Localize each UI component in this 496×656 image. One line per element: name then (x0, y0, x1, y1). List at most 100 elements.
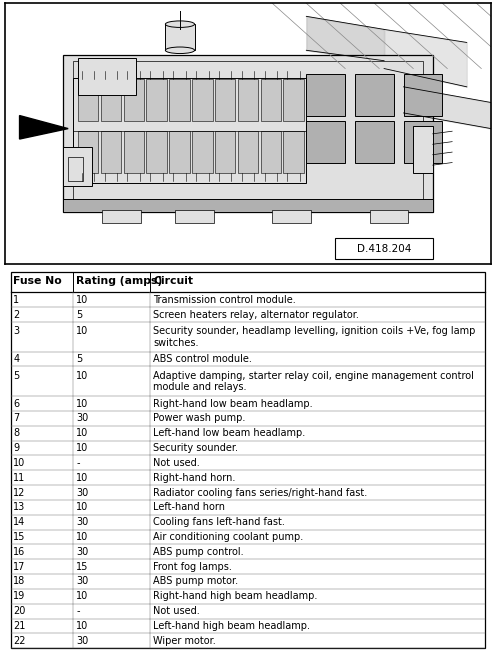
Bar (68, 157, 83, 181)
Text: 30: 30 (76, 413, 89, 423)
Bar (102, 209, 141, 222)
Text: 10: 10 (76, 295, 89, 304)
Text: Right-hand high beam headlamp.: Right-hand high beam headlamp. (153, 591, 317, 602)
Bar (260, 79, 281, 121)
Bar (238, 131, 258, 173)
Text: Fuse No: Fuse No (13, 276, 62, 286)
Text: Rating (amps): Rating (amps) (76, 276, 163, 286)
Text: 6: 6 (13, 399, 19, 409)
Text: Right-hand horn.: Right-hand horn. (153, 473, 236, 483)
Text: 10: 10 (76, 443, 89, 453)
Text: 10: 10 (76, 327, 89, 337)
Text: 10: 10 (76, 591, 89, 602)
Polygon shape (19, 115, 68, 139)
Text: 9: 9 (13, 443, 19, 453)
Bar (215, 131, 236, 173)
Bar (355, 73, 394, 115)
Text: Front fog lamps.: Front fog lamps. (153, 562, 232, 571)
Text: 10: 10 (76, 621, 89, 631)
Text: 3: 3 (13, 327, 19, 337)
Text: ABS control module.: ABS control module. (153, 354, 252, 364)
Text: 10: 10 (76, 532, 89, 542)
Text: 2: 2 (13, 310, 20, 319)
Text: 5: 5 (76, 310, 83, 319)
Text: 18: 18 (13, 577, 26, 586)
Text: -: - (76, 458, 80, 468)
Bar (404, 73, 442, 115)
Text: 14: 14 (13, 517, 26, 527)
Bar (169, 131, 189, 173)
Text: Circuit: Circuit (153, 276, 193, 286)
Bar (169, 79, 189, 121)
Text: Right-hand low beam headlamp.: Right-hand low beam headlamp. (153, 399, 313, 409)
Text: 5: 5 (76, 354, 83, 364)
Bar (370, 209, 408, 222)
Bar (73, 77, 307, 184)
Bar (175, 209, 214, 222)
Bar (404, 121, 442, 163)
Bar (63, 147, 92, 186)
Bar (215, 79, 236, 121)
Text: Left-hand horn: Left-hand horn (153, 502, 225, 512)
Bar (307, 73, 345, 115)
Text: ABS pump control.: ABS pump control. (153, 547, 244, 557)
Text: 1: 1 (13, 295, 19, 304)
Text: Adaptive damping, starter relay coil, engine management control
module and relay: Adaptive damping, starter relay coil, en… (153, 371, 474, 392)
Text: 30: 30 (76, 577, 89, 586)
FancyBboxPatch shape (165, 24, 194, 51)
Text: 15: 15 (76, 562, 89, 571)
Text: 12: 12 (13, 487, 26, 497)
Text: Not used.: Not used. (153, 458, 200, 468)
Bar (78, 131, 98, 173)
Text: Air conditioning coolant pump.: Air conditioning coolant pump. (153, 532, 304, 542)
Text: 5: 5 (13, 371, 20, 381)
Text: Security sounder.: Security sounder. (153, 443, 238, 453)
Bar (146, 131, 167, 173)
Text: 30: 30 (76, 517, 89, 527)
Ellipse shape (165, 21, 194, 28)
Text: Security sounder, headlamp levelling, ignition coils +Ve, fog lamp
switches.: Security sounder, headlamp levelling, ig… (153, 327, 476, 348)
Text: 22: 22 (13, 636, 26, 646)
Text: 11: 11 (13, 473, 26, 483)
Text: 10: 10 (76, 371, 89, 381)
Text: 10: 10 (76, 428, 89, 438)
Bar (272, 209, 311, 222)
Text: ABS pump motor.: ABS pump motor. (153, 577, 239, 586)
Text: 15: 15 (13, 532, 26, 542)
Text: 20: 20 (13, 606, 26, 616)
Text: 30: 30 (76, 636, 89, 646)
Text: Radiator cooling fans series/right-hand fast.: Radiator cooling fans series/right-hand … (153, 487, 368, 497)
Bar (413, 126, 433, 173)
Text: Left-hand high beam headlamp.: Left-hand high beam headlamp. (153, 621, 310, 631)
Text: 13: 13 (13, 502, 26, 512)
Bar (284, 79, 304, 121)
FancyBboxPatch shape (335, 238, 433, 259)
Text: 16: 16 (13, 547, 26, 557)
Bar (78, 79, 98, 121)
Text: D.418.204: D.418.204 (357, 243, 411, 254)
Text: 10: 10 (76, 502, 89, 512)
Bar (63, 199, 433, 212)
Bar (307, 121, 345, 163)
Text: 19: 19 (13, 591, 26, 602)
Text: Screen heaters relay, alternator regulator.: Screen heaters relay, alternator regulat… (153, 310, 359, 319)
Bar (124, 79, 144, 121)
Bar (284, 131, 304, 173)
Text: 10: 10 (13, 458, 26, 468)
Text: 4: 4 (13, 354, 19, 364)
Bar (192, 131, 212, 173)
Bar (124, 131, 144, 173)
Text: Cooling fans left-hand fast.: Cooling fans left-hand fast. (153, 517, 285, 527)
Bar (260, 131, 281, 173)
Text: Power wash pump.: Power wash pump. (153, 413, 246, 423)
Bar (192, 79, 212, 121)
Text: 10: 10 (76, 473, 89, 483)
Bar (101, 131, 121, 173)
Text: 30: 30 (76, 547, 89, 557)
Bar (63, 56, 433, 212)
Ellipse shape (165, 47, 194, 54)
Text: 17: 17 (13, 562, 26, 571)
Text: Left-hand low beam headlamp.: Left-hand low beam headlamp. (153, 428, 306, 438)
Bar (146, 79, 167, 121)
Text: Wiper motor.: Wiper motor. (153, 636, 216, 646)
